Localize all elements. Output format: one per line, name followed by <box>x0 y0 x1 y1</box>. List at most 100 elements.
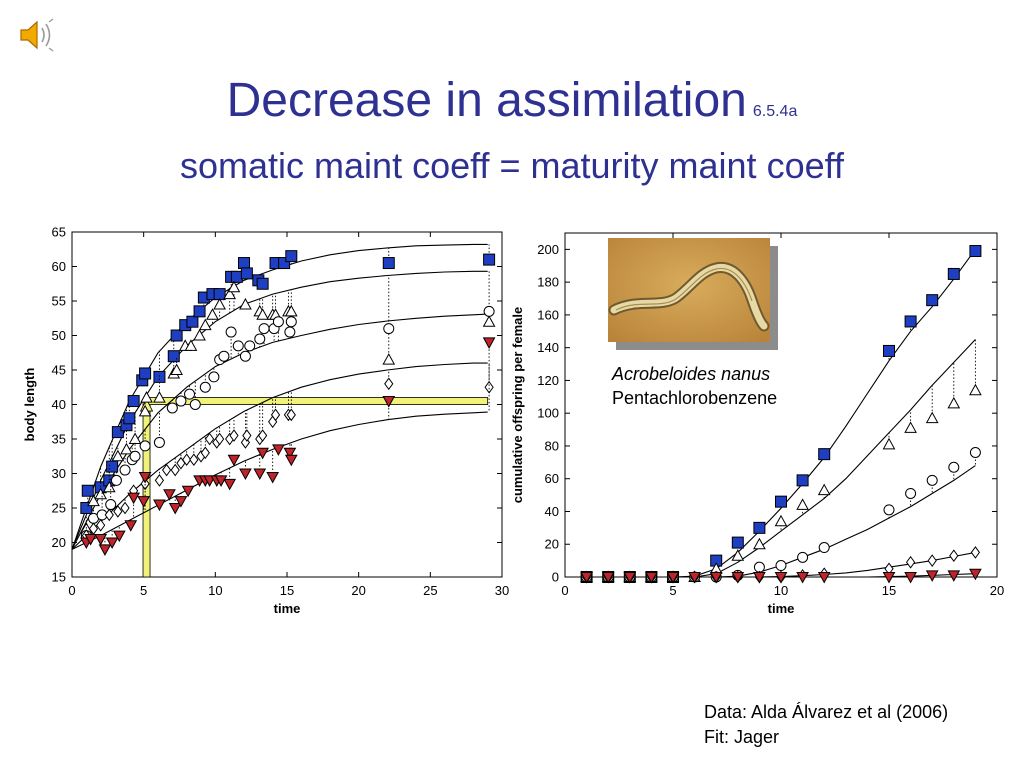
series-1-point <box>947 267 960 280</box>
series-2-point <box>753 537 766 550</box>
series-2-point <box>140 391 153 403</box>
series-1-point <box>796 474 809 487</box>
series-4-point <box>286 408 296 422</box>
series-1-point <box>153 370 166 383</box>
series-5-point <box>601 572 615 584</box>
nematode-image <box>608 238 770 342</box>
series-4-point <box>120 501 130 515</box>
series-4-point <box>140 477 150 491</box>
series-2-point <box>239 297 252 310</box>
series-4-point <box>270 408 281 422</box>
series-3-point <box>105 499 117 511</box>
x-tick-label: 0 <box>561 583 568 598</box>
series-2-point <box>102 480 116 493</box>
fit-curve-1 <box>565 249 976 578</box>
credits: Data: Alda Álvarez et al (2006) Fit: Jag… <box>704 700 948 750</box>
series-2-point <box>284 304 298 317</box>
series-5-point <box>239 468 252 481</box>
series-5-point <box>214 475 228 487</box>
series-5 <box>580 568 982 584</box>
fit-curve-3 <box>71 313 488 550</box>
series-5-point <box>138 471 152 484</box>
series-3-point <box>883 504 895 516</box>
y-tick-label: 100 <box>537 406 559 421</box>
series-5-point <box>272 444 285 456</box>
series-4-point <box>204 432 215 446</box>
series-5-point <box>174 496 188 508</box>
series-1-point <box>106 460 119 473</box>
series-5-point <box>796 572 809 584</box>
series-5-point <box>127 492 140 505</box>
series-2-point <box>153 391 166 403</box>
series-5-point <box>163 489 176 501</box>
series-5 <box>79 337 496 556</box>
series-4-point <box>949 549 959 563</box>
series-5-point <box>266 471 280 484</box>
series-2-point <box>482 315 496 327</box>
series-5-point <box>284 454 298 467</box>
residuals-3 <box>758 452 976 573</box>
series-1-point <box>883 344 895 357</box>
x-tick-label: 5 <box>669 583 676 598</box>
y-tick-label: 25 <box>52 501 66 516</box>
series-4-point <box>113 505 123 518</box>
series-2-point <box>111 449 125 462</box>
series-5-point <box>969 568 982 581</box>
series-3-point <box>797 551 809 563</box>
series-5-point <box>112 530 126 543</box>
series-5-point <box>731 572 745 584</box>
y-tick-label: 60 <box>545 471 559 486</box>
series-2-point <box>184 339 198 351</box>
series-3-point <box>218 350 230 362</box>
y-tick-label: 45 <box>52 363 66 378</box>
slide-title: Decrease in assimilation 6.5.4a <box>0 72 1024 141</box>
series-3-point <box>175 395 187 407</box>
series-3-point <box>926 474 938 486</box>
series-4-point <box>200 446 210 460</box>
x-tick-label: 25 <box>423 583 437 598</box>
fit-curve-2 <box>565 339 976 578</box>
series-4-point <box>229 429 239 442</box>
series-2-point <box>138 404 152 417</box>
series-3-point <box>775 560 787 572</box>
series-3-point <box>225 326 237 338</box>
series-1-point <box>193 305 206 318</box>
series-5-point <box>817 572 831 584</box>
series-4-point <box>927 554 937 567</box>
series-3-point <box>153 436 165 448</box>
series-2-point <box>120 442 133 455</box>
series-4-point <box>905 555 916 569</box>
series-3-point <box>948 461 960 473</box>
y-tick-label: 35 <box>52 432 66 447</box>
series-2-point <box>94 487 108 500</box>
compound-name: Pentachlorobenzene <box>612 388 778 408</box>
series-2-point <box>925 411 939 424</box>
x-axis-label: time <box>274 601 301 616</box>
series-1-point <box>111 426 124 439</box>
y-tick-label: 40 <box>545 504 559 519</box>
series-4-point <box>96 518 106 532</box>
series-3-point <box>284 326 296 338</box>
series-5-point <box>137 496 151 508</box>
series-5-point <box>153 499 166 512</box>
series-3-point <box>254 333 266 345</box>
series-1-point <box>167 350 180 363</box>
series-1-point <box>278 257 291 270</box>
series-5-point <box>666 572 680 584</box>
speaker-icon[interactable] <box>18 18 58 52</box>
x-tick-label: 30 <box>495 583 509 598</box>
nematode-photo <box>608 238 770 342</box>
series-1-point <box>904 315 917 328</box>
y-tick-label: 40 <box>52 397 66 412</box>
slide-title-text: Decrease in assimilation <box>226 74 747 127</box>
y-tick-label: 30 <box>52 466 66 481</box>
series-1-point <box>238 257 250 270</box>
x-tick-label: 10 <box>208 583 222 598</box>
residuals-4 <box>117 363 490 512</box>
series-2-point <box>198 318 212 331</box>
x-tick-label: 5 <box>140 583 147 598</box>
y-tick-label: 20 <box>545 537 559 552</box>
x-tick-label: 0 <box>68 583 75 598</box>
series-1-point <box>230 270 243 283</box>
series-1-point <box>127 395 140 408</box>
